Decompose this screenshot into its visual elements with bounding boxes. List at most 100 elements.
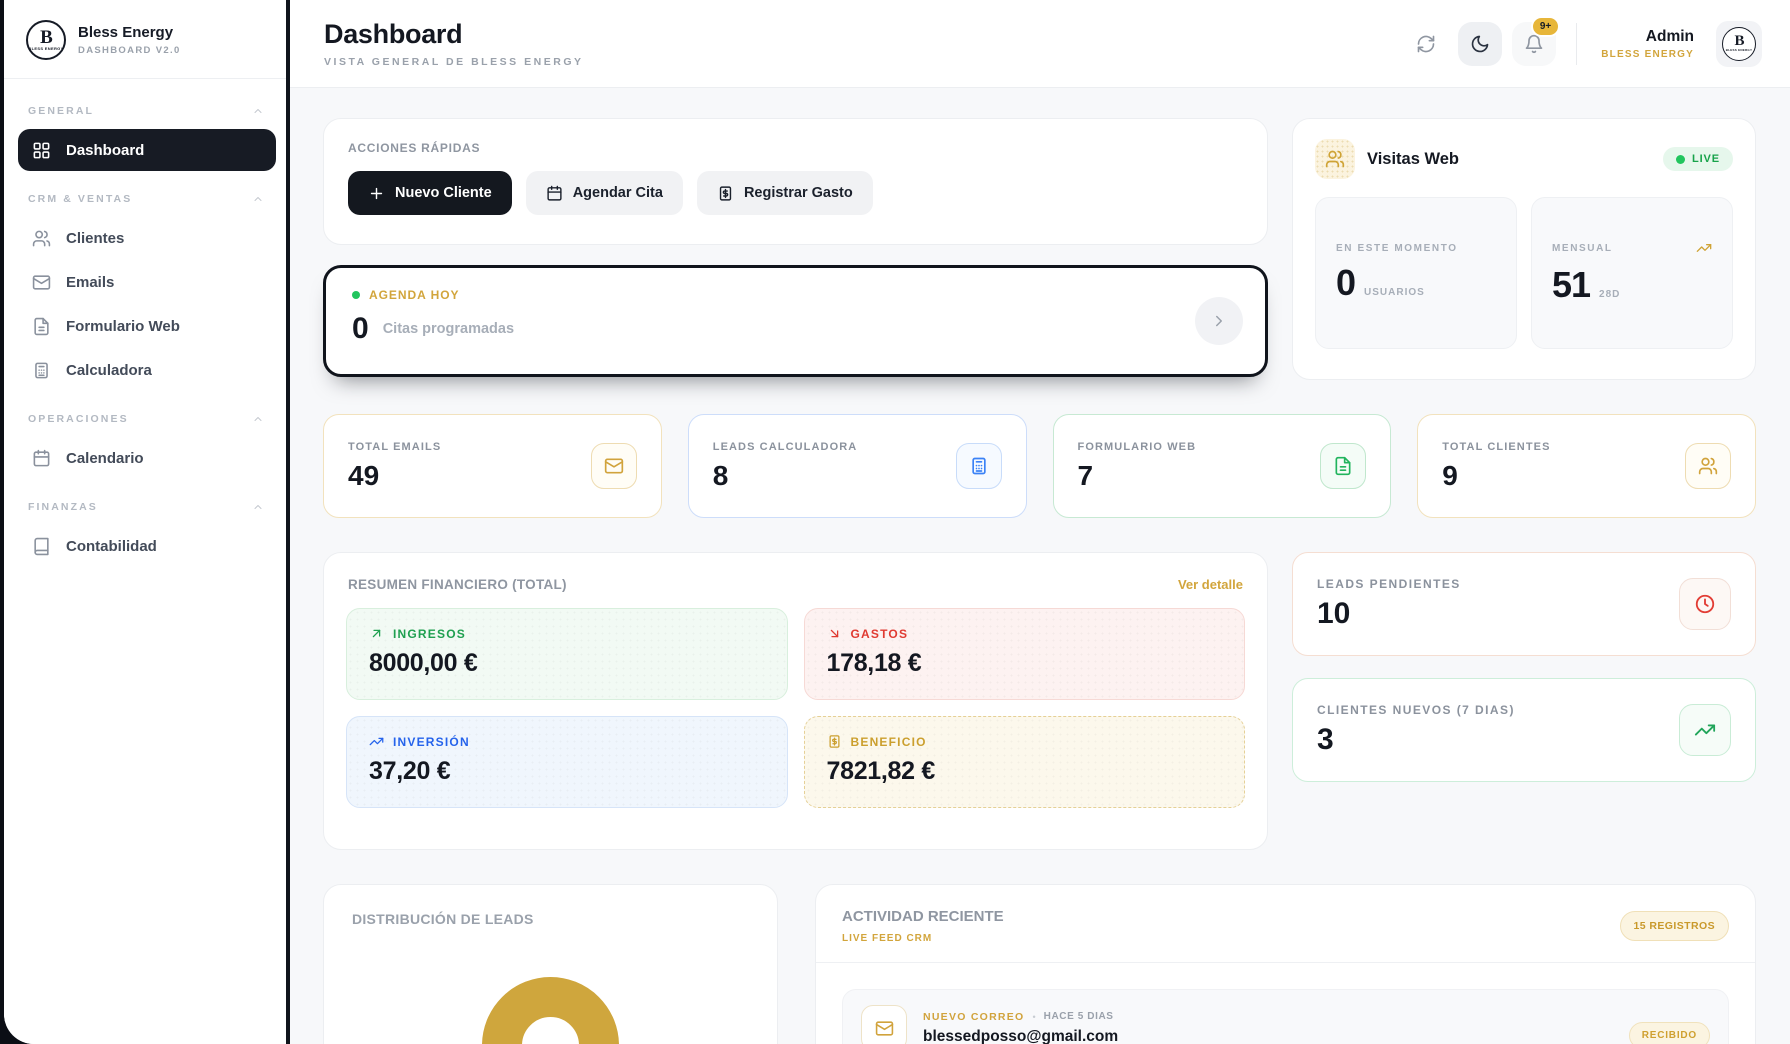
finance-tile-label: INVERSIÓN [393,734,470,749]
calendar-icon [546,185,563,202]
visits-subcards: EN ESTE MOMENTO 0 USUARIOS MENSUAL 51 28… [1315,197,1733,349]
trend-up-icon [1694,719,1716,741]
visits-subcard-en-este-momento: EN ESTE MOMENTO 0 USUARIOS [1315,197,1517,349]
sidebar-section-header-crm-ventas[interactable]: CRM & VENTAS [4,193,290,205]
activity-item[interactable]: NUEVO CORREO • HACE 5 DIAS blessedposso@… [842,989,1729,1044]
sidebar-section-operaciones: OPERACIONES Calendario [4,413,290,479]
brand-logo-caption: BLESS ENERGY [28,46,64,51]
activity-item-text: blessedposso@gmail.com [923,1027,1119,1044]
records-count-badge: 15 REGISTROS [1619,911,1729,941]
view-detail-link[interactable]: Ver detalle [1177,577,1243,592]
sidebar-item-contabilidad[interactable]: Contabilidad [18,525,276,567]
brand-name: Bless Energy [78,24,174,41]
notifications-button[interactable]: 9+ [1512,15,1561,66]
sidebar-item-dashboard[interactable]: Dashboard [18,129,276,171]
sidebar: B BLESS ENERGY Bless Energy DASHBOARD V2… [4,0,290,1044]
main-column: Dashboard VISTA GENERAL DE BLESS ENERGY … [290,0,1790,1044]
visits-subcard-suffix: 28D [1599,289,1621,300]
stat-label: TOTAL CLIENTES [1442,440,1551,453]
activity-item-tag: NUEVO CORREO [923,1010,1025,1023]
finance-tile-value: 37,20 € [369,757,451,785]
user-organization: BLESS ENERGY [1601,48,1694,60]
activity-list: NUEVO CORREO • HACE 5 DIAS blessedposso@… [816,963,1755,1044]
sidebar-item-formulario-web[interactable]: Formulario Web [18,305,276,347]
refresh-button[interactable] [1404,22,1448,66]
dashboard-content: ACCIONES RÁPIDAS Nuevo Cliente Agendar Ci… [290,88,1790,1044]
finance-tile-value: 7821,82 € [826,757,936,785]
agenda-label: AGENDA HOY [369,288,460,302]
brand-logo-letter: B [40,27,53,48]
avatar[interactable]: B BLESS ENERGY [1716,20,1762,67]
user-name: Admin [1645,27,1694,45]
financial-summary-card: RESUMEN FINANCIERO (TOTAL) Ver detalle I… [323,552,1268,850]
leads-distribution-card: DISTRIBUCIÓN DE LEADS [323,884,778,1044]
finance-tile-gastos: GASTOS 178,18 € [803,608,1245,700]
sidebar-section-label: CRM & VENTAS [28,193,133,205]
nuevo-cliente-button[interactable]: Nuevo Cliente [348,171,512,215]
sidebar-section-label: FINANZAS [28,501,98,513]
visits-subcard-label: EN ESTE MOMENTO [1336,242,1458,254]
finance-tile-ingresos: INGRESOS 8000,00 € [346,608,788,700]
finance-tile-value: 178,18 € [826,649,922,677]
sidebar-item-clientes[interactable]: Clientes [18,217,276,259]
activity-item-time: HACE 5 DIAS [1043,1011,1114,1022]
stat-icon-tile [1320,443,1367,489]
users-icon [32,229,51,248]
chevron-up-icon [252,413,264,425]
app-window: B BLESS ENERGY Bless Energy DASHBOARD V2… [4,0,1790,1044]
visits-icon-tile [1315,139,1355,179]
calculator-icon [32,361,51,380]
stat-value: 9 [1442,459,1458,491]
arrow-up-right-icon [369,626,384,641]
brand-block: B BLESS ENERGY Bless Energy DASHBOARD V2… [4,0,290,79]
plus-icon [368,185,385,202]
calendar-icon [32,449,51,468]
sidebar-item-calculadora[interactable]: Calculadora [18,349,276,391]
refresh-icon [1416,34,1436,54]
visits-subcard-value: 51 [1552,264,1591,305]
sidebar-item-label: Calendario [66,449,144,467]
agenda-open-button[interactable] [1195,297,1243,345]
user-block: Admin BLESS ENERGY [1601,28,1694,60]
registrar-gasto-button[interactable]: Registrar Gasto [696,171,873,215]
dark-mode-button[interactable] [1458,21,1503,66]
page-heading: Dashboard VISTA GENERAL DE BLESS ENERGY [324,19,584,68]
side-stat-icon-tile [1679,578,1731,630]
calculator-icon [969,456,989,476]
sidebar-item-calendario[interactable]: Calendario [18,437,276,479]
financial-tiles: INGRESOS 8000,00 € GASTOS 178,18 € INVER… [346,608,1245,808]
activity-item-separator: • [1032,1011,1036,1022]
sidebar-section-header-general[interactable]: GENERAL [4,105,290,117]
brand-subtitle: DASHBOARD V2.0 [78,45,181,56]
trend-up-icon [369,734,384,749]
stat-label: TOTAL EMAILS [348,440,442,453]
file-icon [32,317,51,336]
sidebar-section-header-finanzas[interactable]: FINANZAS [4,501,290,513]
sidebar-section-header-operaciones[interactable]: OPERACIONES [4,413,290,425]
button-label: Registrar Gasto [743,185,853,201]
quick-actions-card: ACCIONES RÁPIDAS Nuevo Cliente Agendar Ci… [323,118,1268,245]
sidebar-item-label: Emails [66,273,115,291]
sidebar-item-label: Formulario Web [66,317,180,335]
activity-icon-tile [861,1005,907,1044]
quick-actions-title: ACCIONES RÁPIDAS [348,141,481,155]
visits-subcard-suffix: USUARIOS [1364,286,1425,298]
users-icon [1325,149,1345,169]
activity-title: ACTIVIDAD RECIENTE [842,908,1004,925]
stat-icon-tile [590,443,637,489]
arrow-down-right-icon [827,626,842,641]
stat-texts: TOTAL CLIENTES 9 [1442,441,1550,492]
stat-texts: LEADS CALCULADORA 8 [713,441,858,492]
button-label: Nuevo Cliente [395,185,492,201]
sidebar-item-label: Calculadora [66,361,152,379]
finance-tile-beneficio: BENEFICIO 7821,82 € [803,716,1245,808]
sidebar-section-label: OPERACIONES [28,413,129,425]
agenda-today-card[interactable]: AGENDA HOY 0 Citas programadas [323,265,1268,377]
agendar-cita-button[interactable]: Agendar Cita [525,171,683,215]
sidebar-item-emails[interactable]: Emails [18,261,276,303]
stat-icon-tile [955,443,1002,489]
users-icon [1698,456,1718,476]
moon-icon [1470,34,1490,54]
visits-subcard-label: MENSUAL [1552,242,1613,254]
sidebar-section-finanzas: FINANZAS Contabilidad [4,501,290,567]
